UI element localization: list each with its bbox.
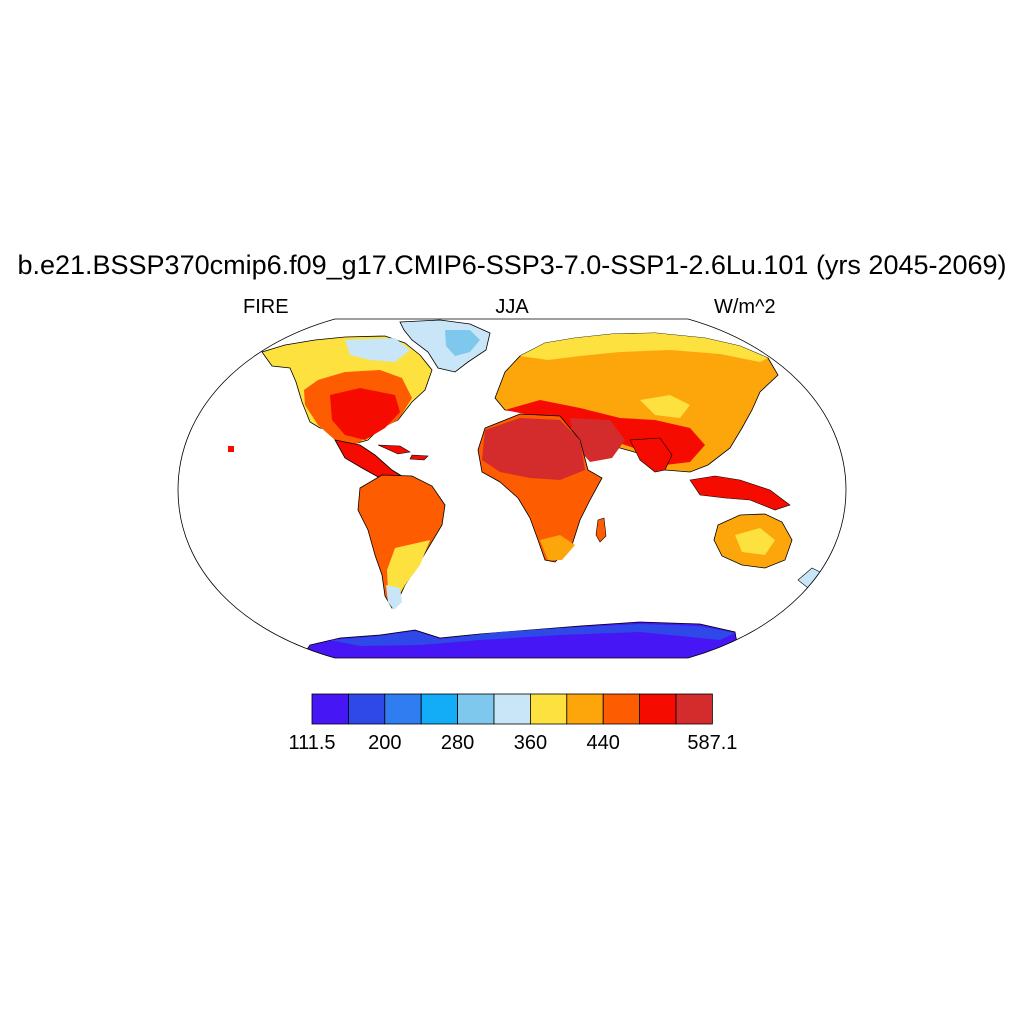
colorbar-swatch bbox=[602, 693, 641, 725]
map-content bbox=[228, 319, 821, 658]
units-label: W/m^2 bbox=[714, 296, 776, 318]
southern-africa-yellow bbox=[540, 535, 575, 560]
colorbar-swatch bbox=[311, 693, 349, 725]
colorbar-swatch bbox=[566, 693, 604, 725]
colorbar-swatch bbox=[639, 693, 677, 725]
variable-label: FIRE bbox=[243, 296, 289, 318]
madagascar bbox=[595, 517, 607, 543]
colorbar-swatch bbox=[457, 693, 495, 725]
eurasia-north-yellow bbox=[520, 333, 768, 362]
map-title: b.e21.BSSP370cmip6.f09_g17.CMIP6-SSP3-7.… bbox=[17, 250, 1007, 280]
middle-east-hot bbox=[570, 418, 625, 462]
colorbar-swatch bbox=[384, 693, 422, 725]
colorbar-swatch bbox=[347, 693, 386, 725]
hawaii-dot bbox=[228, 446, 234, 452]
canada-blue bbox=[345, 338, 410, 362]
colorbar-tick-label: 280 bbox=[440, 732, 475, 754]
india-region bbox=[629, 437, 673, 473]
maritime-continent bbox=[689, 475, 791, 511]
australia-interior bbox=[735, 528, 775, 555]
colorbar-swatch bbox=[675, 693, 713, 725]
tibet-yellow bbox=[640, 395, 690, 418]
colorbar-tick-label: 440 bbox=[586, 732, 620, 754]
antarctica-coast bbox=[330, 624, 735, 646]
season-label: JJA bbox=[495, 296, 529, 318]
north-america-red bbox=[330, 388, 400, 440]
south-america-south-yellow bbox=[387, 540, 430, 600]
patagonia-blue bbox=[386, 585, 402, 610]
greenland-interior bbox=[445, 330, 480, 356]
colorbar-swatch bbox=[493, 693, 531, 725]
caribbean-islands bbox=[377, 444, 429, 461]
colorbar-tick-label: 111.5 bbox=[288, 732, 336, 754]
colorbar-swatch bbox=[530, 693, 568, 725]
colorbar-tick-label: 200 bbox=[368, 732, 402, 754]
new-zealand bbox=[797, 567, 821, 589]
sahara-hot bbox=[482, 418, 585, 480]
colorbar-tick-label: 587.1 bbox=[687, 732, 738, 754]
colorbar-swatch bbox=[420, 693, 459, 725]
map-boundary bbox=[177, 318, 847, 659]
colorbar bbox=[311, 693, 713, 725]
colorbar-tick-label: 360 bbox=[513, 732, 548, 754]
